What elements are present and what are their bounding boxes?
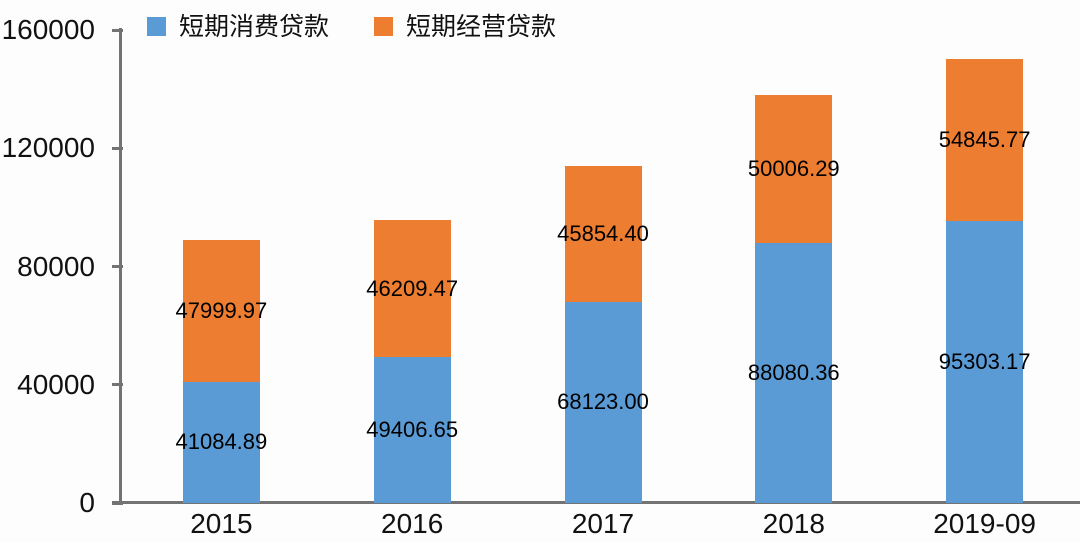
x-axis-label-2019-09: 2019-09: [933, 508, 1036, 539]
y-tick-label-80000: 80000: [17, 250, 95, 282]
y-tick-40000: [112, 383, 123, 387]
x-axis-label-2018: 2018: [762, 508, 825, 539]
y-tick-120000: [112, 146, 123, 150]
y-tick-160000: [112, 28, 123, 32]
legend-swatch-business-loans: [374, 17, 394, 36]
bar-segment-2017-series1: [564, 166, 642, 302]
value-label-2016-series1: 46209.47: [366, 275, 459, 301]
bar-segment-2018-series0: [755, 242, 833, 503]
value-label-2017-series0: 68123.00: [557, 389, 649, 415]
bar-segment-2015-series0: [182, 381, 260, 503]
value-label-2018-series0: 88080.36: [747, 359, 840, 385]
y-tick-label-40000: 40000: [17, 368, 95, 400]
legend-item-business-loans: 短期经营贷款: [374, 14, 556, 41]
y-tick-label-120000: 120000: [1, 132, 95, 164]
value-label-2015-series1: 47999.97: [175, 297, 268, 323]
legend-label-consumer-loans: 短期消费贷款: [179, 13, 330, 41]
y-tick-0: [112, 501, 123, 505]
x-axis-label-2017: 2017: [571, 508, 635, 539]
y-tick-label-0: 0: [79, 487, 95, 518]
y-tick-80000: [112, 265, 123, 268]
bar-segment-2015-series1: [182, 239, 260, 382]
legend-item-consumer-loans: 短期消费贷款: [147, 14, 329, 41]
legend-swatch-consumer-loans: [147, 17, 166, 36]
value-label-2018-series1: 50006.29: [747, 155, 840, 181]
bar-segment-2017-series0: [564, 301, 642, 503]
bar-segment-2016-series0: [373, 356, 451, 503]
value-label-2019-09-series1: 54845.77: [938, 127, 1031, 153]
legend-label-business-loans: 短期经营贷款: [406, 13, 557, 41]
bar-segment-2019-09-series1: [946, 59, 1024, 222]
legend: 短期消费贷款 短期经营贷款: [147, 14, 556, 41]
value-label-2016-series0: 49406.65: [366, 416, 459, 442]
x-axis-label-2016: 2016: [381, 508, 444, 539]
y-tick-label-160000: 160000: [1, 14, 95, 45]
bar-segment-2018-series1: [755, 94, 833, 243]
bar-segment-2016-series1: [373, 220, 451, 357]
value-label-2019-09-series0: 95303.17: [938, 349, 1031, 375]
value-label-2015-series0: 41084.89: [175, 429, 268, 455]
bar-segment-2019-09-series0: [946, 221, 1024, 503]
value-label-2017-series1: 45854.40: [557, 220, 649, 246]
x-axis-label-2015: 2015: [190, 508, 253, 539]
